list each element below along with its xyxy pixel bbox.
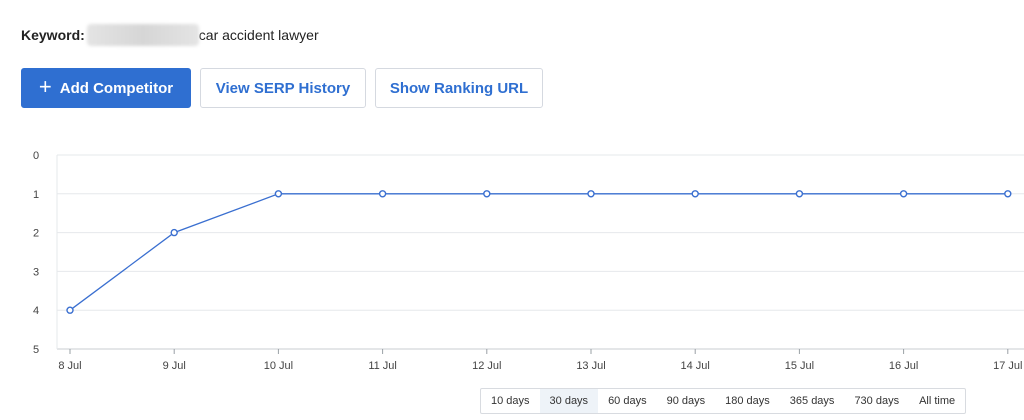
range-option[interactable]: All time <box>919 395 956 407</box>
data-point <box>170 228 178 237</box>
redacted-keyword-prefix <box>86 24 199 46</box>
y-tick-label: 4 <box>33 305 39 317</box>
y-tick-label: 2 <box>33 228 39 240</box>
x-tick-label: 14 Jul <box>681 360 710 372</box>
range-option[interactable]: 30 days <box>539 389 599 413</box>
data-point <box>587 190 595 198</box>
data-point <box>1004 190 1012 198</box>
range-option[interactable]: 365 days <box>789 395 835 407</box>
keyword-label: Keyword: <box>21 27 85 43</box>
x-tick-label: 11 Jul <box>368 360 397 372</box>
view-serp-history-button[interactable]: View SERP History <box>200 68 366 108</box>
x-tick-label: 9 Jul <box>163 360 186 372</box>
x-tick-label: 10 Jul <box>264 360 293 372</box>
range-option[interactable]: 10 days <box>491 395 530 407</box>
show-ranking-url-button[interactable]: Show Ranking URL <box>375 68 543 108</box>
data-point <box>795 190 804 198</box>
y-tick-label: 5 <box>33 344 39 356</box>
toolbar: + Add Competitor View SERP History Show … <box>21 68 543 108</box>
range-option[interactable]: 730 days <box>854 395 900 407</box>
show-ranking-url-label: Show Ranking URL <box>389 79 529 97</box>
data-point <box>899 190 908 198</box>
x-tick-label: 17 Jul <box>993 360 1022 372</box>
data-point <box>274 190 283 198</box>
range-option[interactable]: 60 days <box>608 395 647 407</box>
x-tick-label: 16 Jul <box>889 360 918 372</box>
keyword-value: car accident lawyer <box>198 27 319 43</box>
date-range-selector: 10 days 30 days 60 days 90 days 180 days 365 … <box>480 388 967 414</box>
data-point <box>691 190 699 198</box>
x-tick-label: 8 Jul <box>58 360 81 372</box>
y-tick-label: 3 <box>33 266 39 278</box>
plus-icon: + <box>38 74 52 99</box>
range-option[interactable]: 90 days <box>666 395 706 407</box>
keyword-line: Keyword: car accident lawyer <box>21 24 319 46</box>
x-tick-label: 13 Jul <box>576 360 605 372</box>
range-option[interactable]: 180 days <box>725 395 770 407</box>
data-point <box>66 306 74 314</box>
series-line <box>69 193 1008 311</box>
add-competitor-label: Add Competitor <box>59 79 174 97</box>
add-competitor-button[interactable]: + Add Competitor <box>21 68 191 108</box>
y-tick-label: 1 <box>33 189 39 201</box>
x-tick-label: 15 Jul <box>785 360 814 372</box>
data-point <box>483 190 491 198</box>
ranking-chart: 0 1 2 3 4 5 8 Jul 9 Jul 10 Jul 11 Jul 12 Jul 13 Jul… <box>33 150 1024 372</box>
x-tick-label: 12 Jul <box>472 360 501 372</box>
view-serp-history-label: View SERP History <box>215 79 351 97</box>
data-point <box>378 190 387 198</box>
y-tick-label: 0 <box>33 150 39 162</box>
